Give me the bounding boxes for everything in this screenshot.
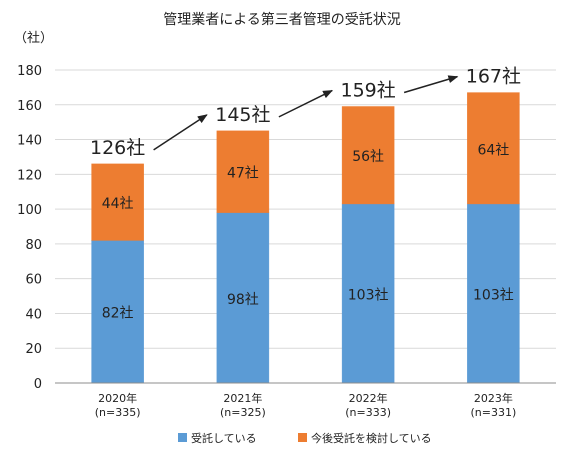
y-tick-label: 140: [17, 134, 42, 149]
bar-segment-considering: [467, 92, 520, 205]
total-labels: 126社 145社 159社 167社: [90, 66, 521, 159]
bar-value-label: 44社: [102, 196, 134, 212]
legend-swatch: [298, 433, 307, 442]
y-tick-label: 180: [17, 64, 42, 79]
x-axis-labels: 2020年(n=335) 2021年(n=325) 2022年(n=333) 2023…: [95, 391, 517, 419]
y-tick-label: 40: [25, 307, 42, 322]
y-tick-label: 60: [25, 273, 42, 288]
bars: 82社 44社 98社 47社 103社 56社 103社 64社: [91, 92, 520, 384]
y-tick-label: 80: [25, 238, 42, 253]
bar-value-label: 103社: [473, 287, 514, 303]
x-tick-sublabel: (n=333): [345, 406, 391, 419]
x-tick-sublabel: (n=331): [470, 406, 516, 419]
y-tick-label: 20: [25, 342, 42, 357]
trend-arrows: [153, 75, 459, 151]
bar-segment-considering: [91, 163, 144, 241]
legend-swatch: [178, 433, 187, 442]
chart-title: 管理業者による第三者管理の受託状況: [163, 11, 401, 28]
x-tick-label: 2020年: [98, 391, 137, 405]
bar-value-label: 56社: [352, 149, 384, 165]
x-tick-sublabel: (n=335): [95, 406, 141, 419]
legend-label: 受託している: [191, 431, 257, 445]
x-tick-sublabel: (n=325): [220, 406, 266, 419]
bar-value-label: 47社: [227, 166, 259, 182]
bar-segment-considering: [341, 106, 395, 205]
x-tick-label: 2021年: [223, 391, 262, 405]
y-axis-ticks: 0 20 40 60 80 100 120 140 160 180: [17, 64, 42, 392]
bar-value-label: 82社: [102, 306, 134, 322]
total-label: 145社: [215, 104, 270, 126]
x-tick-label: 2023年: [474, 391, 513, 405]
y-axis-unit-label: （社）: [14, 30, 53, 46]
y-tick-label: 120: [17, 168, 42, 183]
trend-arrow: [153, 114, 208, 151]
bar-value-label: 98社: [227, 292, 259, 308]
x-tick-label: 2022年: [349, 391, 388, 405]
trend-arrow: [403, 75, 459, 94]
trend-arrow: [278, 89, 334, 118]
bar-segment-contracted: [91, 240, 144, 384]
total-label: 159社: [340, 80, 395, 102]
legend: 受託している 今後受託を検討している: [178, 431, 432, 445]
y-tick-label: 160: [17, 99, 42, 114]
bar-value-label: 103社: [348, 287, 389, 303]
y-tick-label: 0: [34, 377, 42, 392]
y-tick-label: 100: [17, 203, 42, 218]
total-label: 126社: [90, 137, 145, 159]
bar-segment-considering: [216, 130, 270, 213]
total-label: 167社: [466, 66, 521, 88]
bar-value-label: 64社: [477, 142, 509, 158]
legend-label: 今後受託を検討している: [311, 431, 432, 445]
